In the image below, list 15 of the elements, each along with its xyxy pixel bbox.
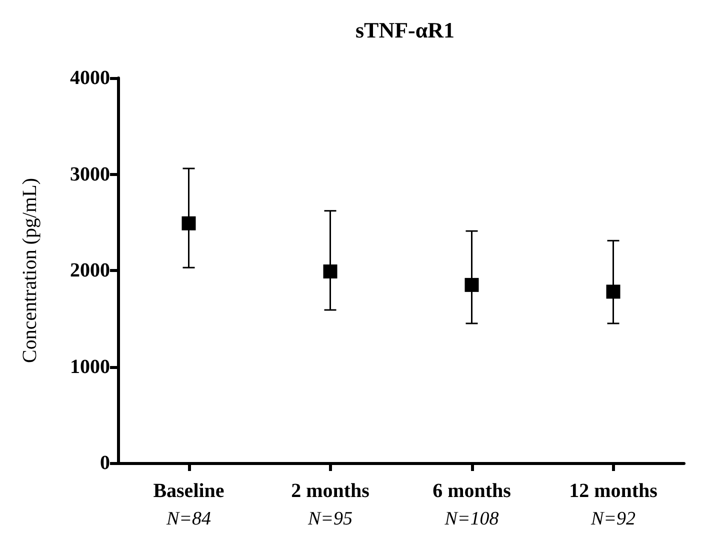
x-tick-label: 2 months N=95	[291, 480, 370, 530]
chart-title: sTNF-αR1	[355, 18, 455, 42]
x-tick-label: Baseline N=84	[153, 480, 224, 530]
x-tick-label: 6 months N=108	[432, 480, 512, 530]
point	[182, 216, 196, 230]
point	[606, 284, 620, 299]
y-tick-label: 4000	[70, 67, 110, 89]
y-tick-label: 3000	[70, 163, 110, 186]
y-axis-title: Concentration (pg/mL)	[19, 178, 41, 363]
y-tick-label: 2000	[70, 260, 110, 282]
point	[323, 264, 338, 278]
y-tick-label: 0	[100, 452, 110, 474]
point	[464, 278, 479, 292]
x-tick-label: 12 months N=92	[569, 480, 658, 530]
y-tick-label: 1000	[70, 356, 110, 378]
